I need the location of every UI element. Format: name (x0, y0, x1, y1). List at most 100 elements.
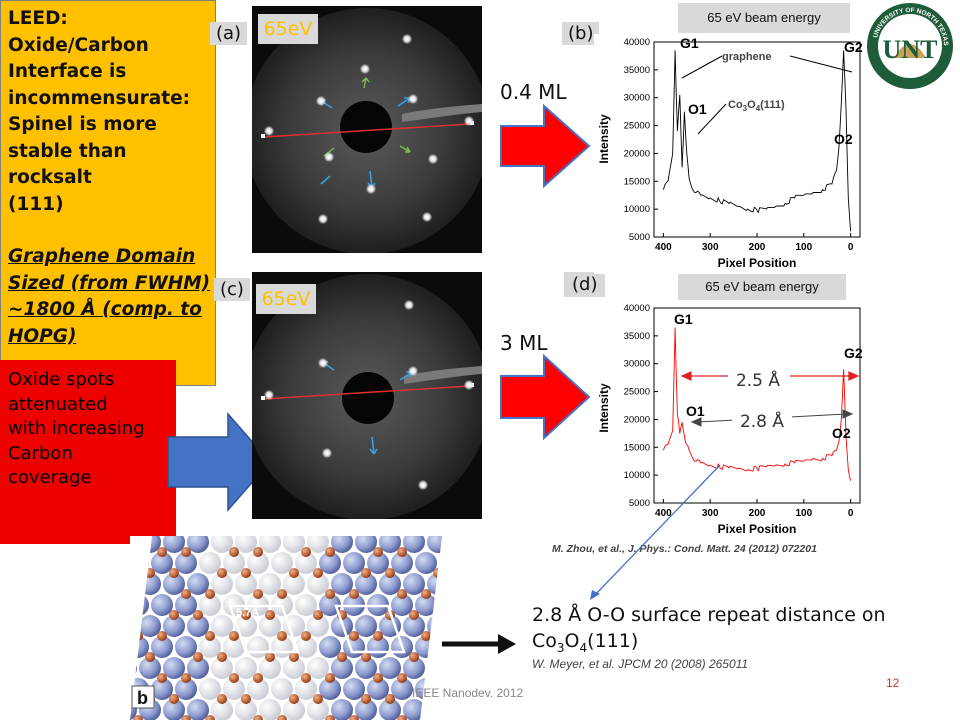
oo-distance-label: 2.8 Å (740, 410, 784, 432)
oxygen-atom (295, 552, 317, 574)
energy-tag-b: 65 eV beam energy (678, 3, 850, 33)
cobalt-atom (373, 547, 383, 557)
cobalt-atom (421, 589, 431, 599)
x-tick-label: 100 (795, 242, 812, 253)
oxide-note-line: Oxide spots (8, 369, 115, 390)
cobalt-atom (181, 673, 191, 683)
series-line (662, 327, 852, 481)
oxygen-atom (355, 536, 377, 553)
cobalt-atom (181, 589, 191, 599)
cobalt-atom (349, 589, 359, 599)
cobalt-atom (181, 547, 191, 557)
oxygen-atom (415, 552, 437, 574)
oxygen-atom (163, 573, 185, 595)
red-arrow-bottom (500, 354, 591, 440)
lattice-panel-label: b (137, 688, 148, 708)
panel-label-d: (d) (564, 272, 606, 297)
oxygen-atom (151, 552, 173, 574)
annotation-g2: G2 (844, 345, 863, 361)
cobalt-atom (229, 631, 239, 641)
annotation-g2: G2 (844, 39, 863, 55)
oxygen-atom (427, 536, 442, 553)
oxide-note-line: coverage (8, 467, 92, 488)
oo-caption-line1: 2.8 Å O-O surface repeat distance on (532, 604, 886, 626)
y-axis-label: Intensity (597, 383, 611, 433)
oxygen-atom (367, 552, 389, 574)
oxygen-atom (199, 678, 221, 700)
oxygen-atom (295, 636, 317, 658)
cobalt-atom (409, 652, 419, 662)
annotation-g1: G1 (680, 35, 699, 51)
oxygen-atom (403, 536, 425, 553)
cobalt-atom (193, 610, 203, 620)
oxygen-atom (223, 636, 245, 658)
y-tick-label: 30000 (624, 359, 650, 370)
domain-size-line: Sized (from FWHM) (8, 272, 211, 294)
summary-text: LEED: Oxide/Carbon Interface is incommen… (8, 6, 213, 350)
summary-line: LEED: (8, 8, 68, 29)
y-tick-label: 10000 (624, 470, 650, 481)
y-tick-label: 15000 (624, 442, 650, 453)
cobalt-atom (361, 694, 371, 704)
oxygen-atom (139, 657, 161, 679)
summary-line: Interface is (8, 61, 127, 82)
oxygen-atom (319, 552, 341, 574)
annotation-g1: G1 (674, 311, 693, 327)
oxygen-atom (247, 552, 269, 574)
annotation-o1: O1 (688, 101, 707, 117)
oxygen-atom (175, 636, 197, 658)
cobalt-atom (241, 694, 251, 704)
y-tick-label: 35000 (624, 65, 650, 76)
cobalt-atom (193, 652, 203, 662)
y-tick-label: 25000 (624, 121, 650, 132)
oxygen-atom (307, 573, 329, 595)
annotation-o1: O1 (686, 403, 705, 419)
oxygen-atom (283, 573, 305, 595)
oxygen-atom (235, 699, 257, 720)
x-tick-label: 200 (749, 508, 766, 519)
x-tick-label: 0 (848, 508, 854, 519)
oxygen-atom (319, 594, 341, 616)
annotation-co3o4: Co3O4(111) (728, 99, 785, 113)
cobalt-atom (169, 568, 179, 578)
cobalt-atom (277, 631, 287, 641)
oxygen-atom (163, 536, 185, 553)
oxygen-atom (403, 699, 425, 720)
y-tick-label: 30000 (624, 93, 650, 104)
annotation-o2: O2 (834, 131, 853, 147)
cobalt-atom (397, 715, 407, 720)
oxygen-atom (331, 536, 353, 553)
oxygen-atom (391, 552, 413, 574)
cobalt-atom (301, 631, 311, 641)
cobalt-atom (241, 610, 251, 620)
y-tick-label: 25000 (624, 387, 650, 398)
cobalt-atom (265, 652, 275, 662)
oxygen-atom (307, 699, 329, 720)
gg-distance-label: 2.5 Å (736, 369, 780, 391)
oxygen-atom (223, 552, 245, 574)
domain-size-line: ~1800 Å (comp. to (8, 299, 202, 320)
oxide-note-line: attenuated (8, 393, 108, 415)
x-axis-label: Pixel Position (718, 522, 797, 536)
blue-arrow (167, 412, 271, 512)
oxygen-atom (379, 699, 401, 720)
cobalt-atom (409, 610, 419, 620)
oxygen-atom (355, 615, 377, 637)
cobalt-atom (421, 631, 431, 641)
oxygen-atom (175, 678, 197, 700)
oxide-note-box (0, 360, 176, 544)
oxygen-atom (235, 657, 257, 679)
cobalt-atom (325, 589, 335, 599)
cobalt-atom (205, 715, 215, 720)
x-axis-label: Pixel Position (718, 256, 797, 270)
domain-size-line: HOPG) (8, 325, 77, 347)
cobalt-atom (349, 715, 359, 720)
unt-logo-text: UNT (883, 35, 938, 64)
oxygen-atom (271, 552, 293, 574)
y-tick-label: 5000 (629, 232, 650, 243)
oxygen-atom (235, 536, 257, 553)
cobalt-atom (301, 673, 311, 683)
oxygen-atom (367, 678, 389, 700)
coverage-label-bottom: 3 ML (500, 331, 548, 355)
intensity-plot-b: 500010000150002000025000300003500040000 … (594, 34, 874, 274)
